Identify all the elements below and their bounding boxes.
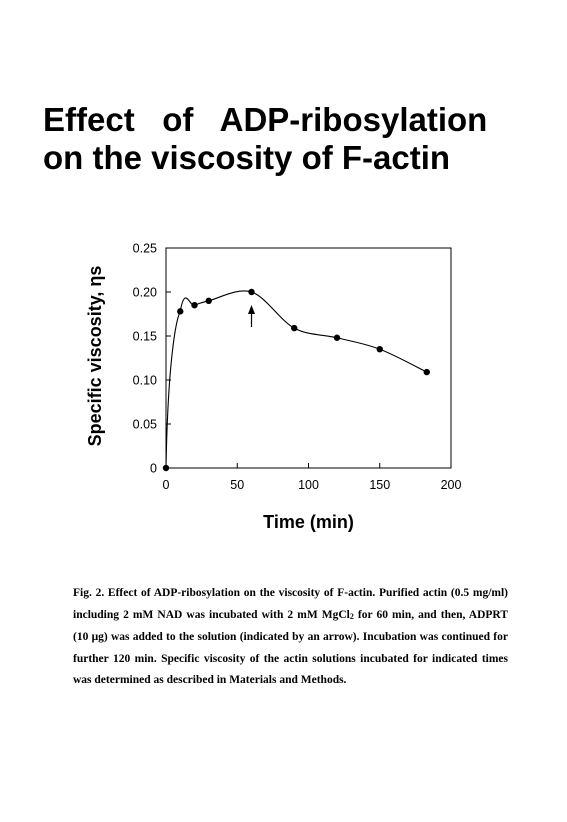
- data-point: [376, 346, 383, 353]
- caption-text-2: for 60 min, and then, ADPRT (10 μg) was …: [73, 608, 509, 687]
- plot-frame: [165, 247, 452, 469]
- plot-border: [165, 247, 452, 469]
- data-point: [333, 334, 341, 341]
- arrow-head: [248, 305, 255, 314]
- y-tick-label: 0.20: [133, 286, 157, 300]
- arrow-annotation: [248, 305, 255, 327]
- x-tick-label: 50: [230, 478, 244, 492]
- page-title: Effect of ADP-ribosylation on the viscos…: [43, 101, 563, 177]
- y-axis-label: Specific viscosity, ηs: [85, 266, 105, 447]
- y-tick-label: 0.10: [133, 374, 157, 388]
- y-tick-label: 0.25: [133, 242, 157, 256]
- y-tick-label: 0: [150, 462, 157, 476]
- title-line-1: Effect of ADP-ribosylation: [43, 101, 488, 138]
- x-tick-label: 200: [441, 478, 462, 492]
- x-tick-label: 0: [163, 478, 170, 492]
- data-point: [162, 464, 170, 472]
- data-point: [291, 324, 298, 332]
- title-line-2: on the viscosity of F-actin: [43, 139, 451, 176]
- x-axis-label: Time (min): [263, 512, 354, 532]
- caption-subscript: 2: [349, 611, 354, 621]
- data-points: [162, 288, 430, 472]
- axis-tick-labels: 0 50 100 150 200 0 0.05 0.10 0.15 0.20 0.25: [133, 242, 462, 493]
- axis-ticks: [165, 247, 452, 469]
- figure-caption: Fig. 2. Effect of ADP-ribosylation on th…: [73, 583, 508, 692]
- data-point: [248, 288, 255, 296]
- viscosity-chart: 0 50 100 150 200 0 0.05 0.10 0.15 0.20 0.25 Time (…: [85, 242, 462, 533]
- y-tick-label: 0.15: [133, 330, 157, 344]
- y-tick-label: 0.05: [133, 418, 157, 432]
- x-tick-label: 150: [369, 478, 390, 492]
- data-point: [205, 297, 212, 304]
- x-tick-label: 100: [298, 478, 319, 492]
- fit-curve: [165, 290, 428, 469]
- data-point: [423, 368, 430, 376]
- caption-text-1: Fig. 2. Effect of ADP-ribosylation on th…: [73, 587, 508, 621]
- data-point: [177, 308, 184, 315]
- data-point: [191, 302, 198, 309]
